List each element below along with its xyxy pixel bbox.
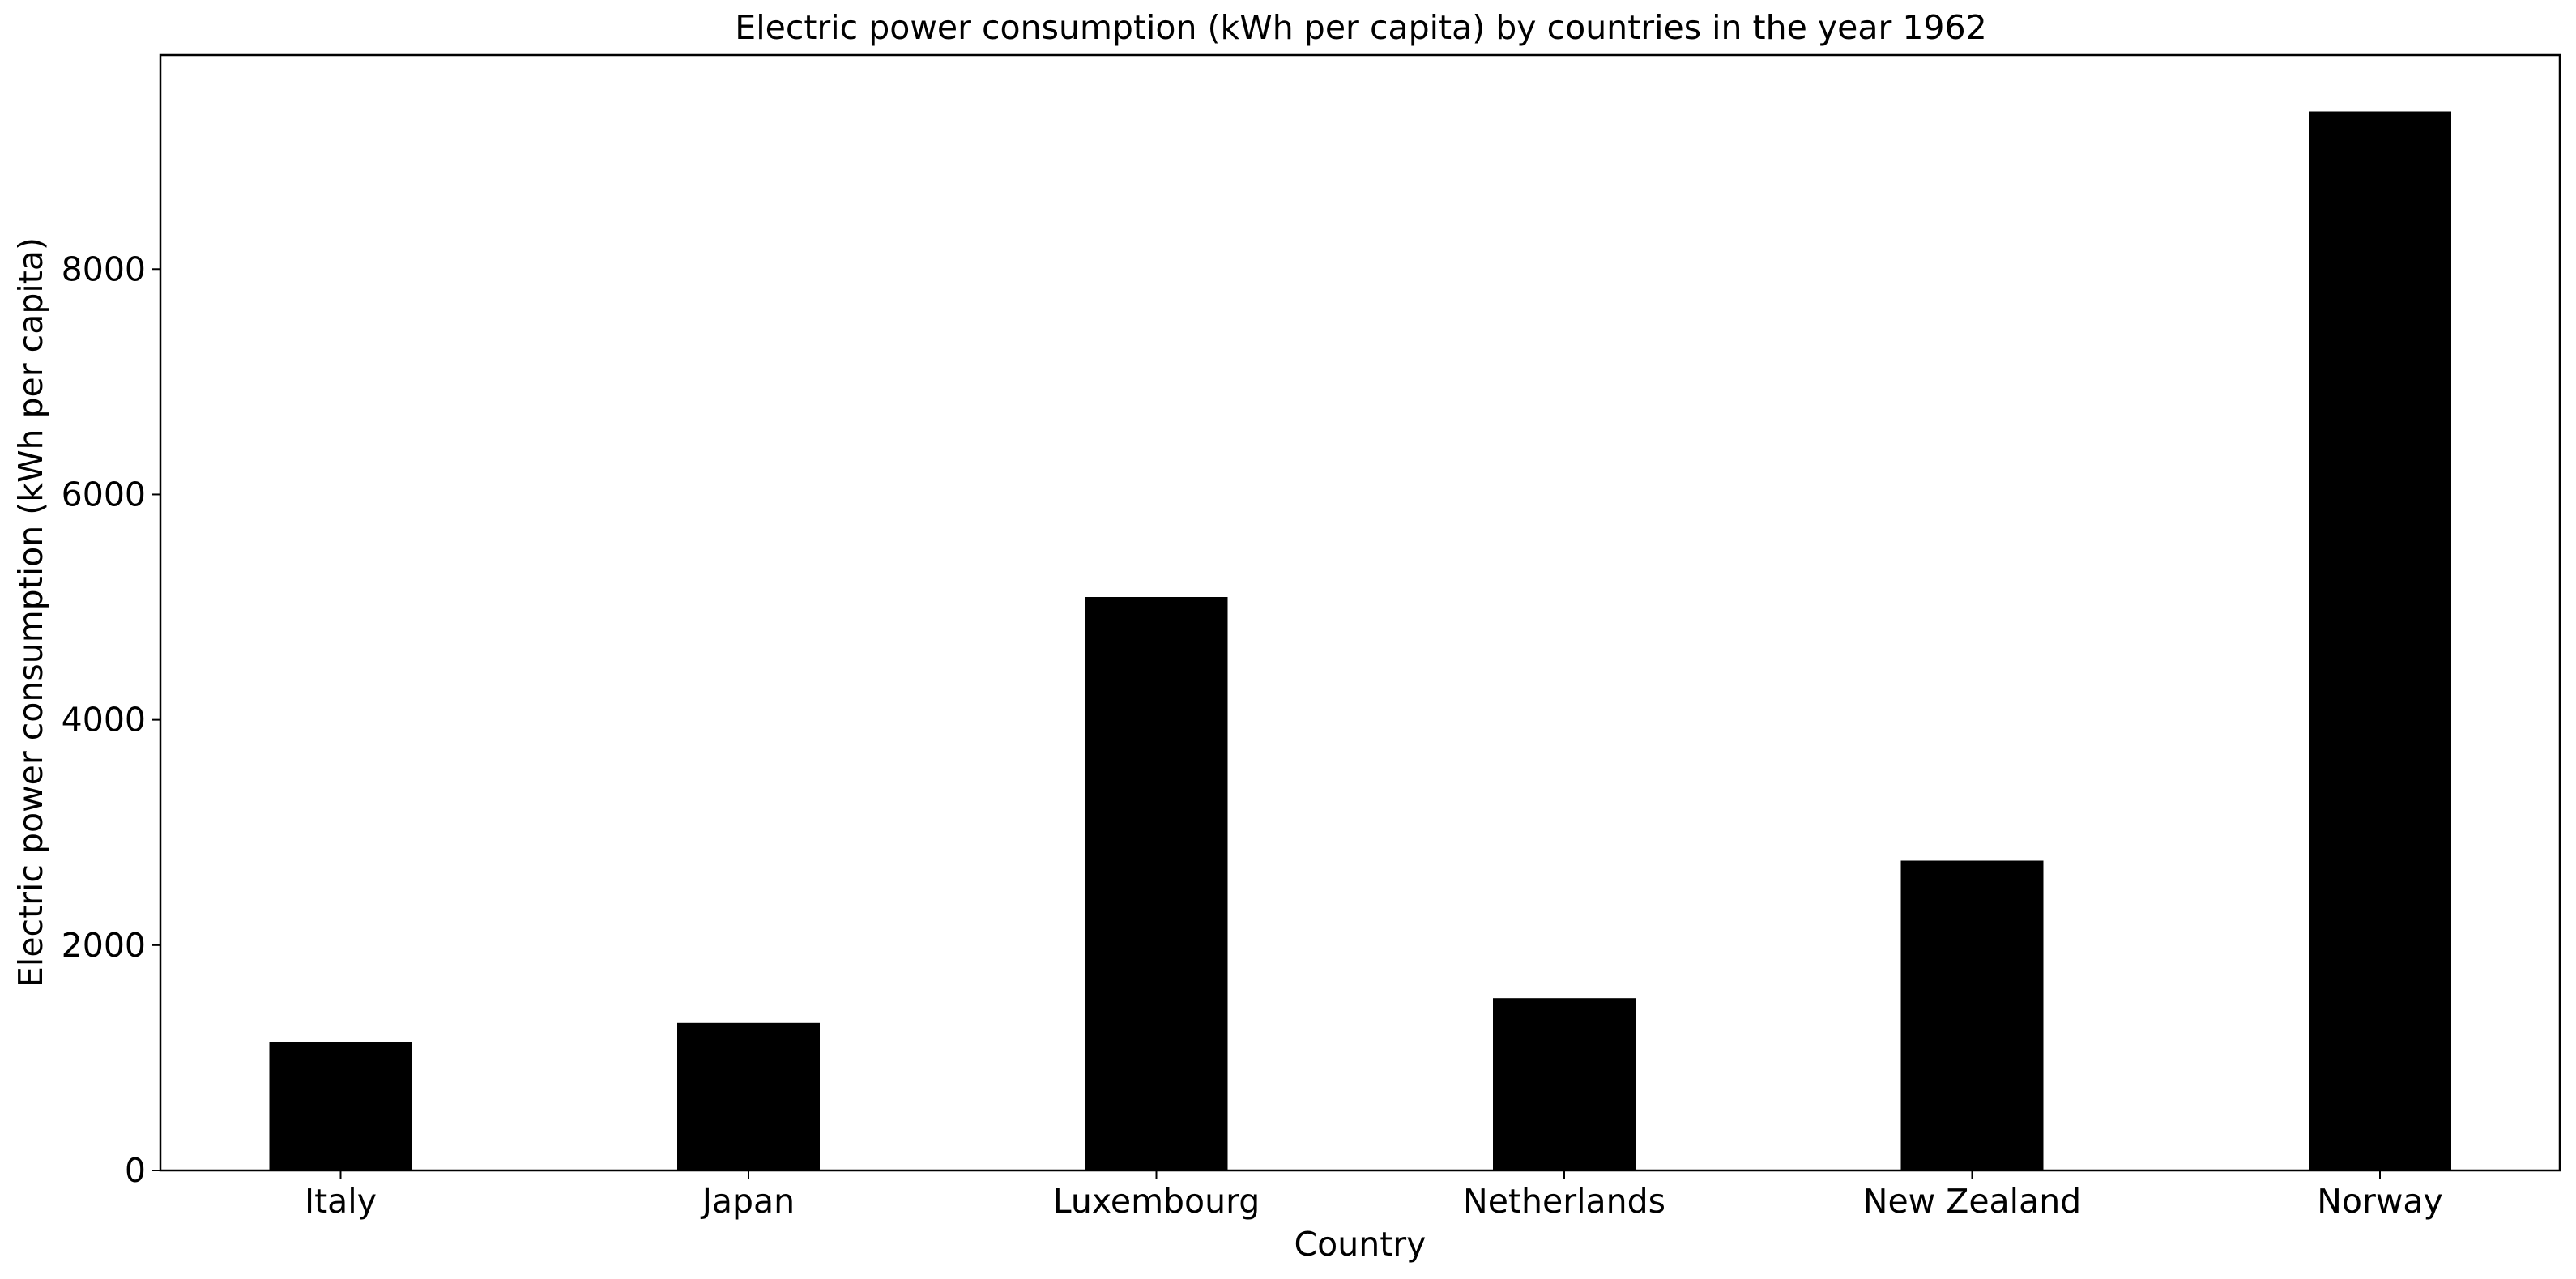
x-tick-label: Japan xyxy=(700,1182,795,1221)
bar-luxembourg xyxy=(1085,597,1228,1170)
bar-japan xyxy=(677,1022,820,1170)
x-tick-label: Netherlands xyxy=(1463,1182,1665,1221)
y-tick-label: 8000 xyxy=(62,249,146,288)
bars-layer xyxy=(269,111,2451,1170)
x-tick-label: Norway xyxy=(2317,1182,2443,1221)
bar-netherlands xyxy=(1493,998,1636,1170)
x-tick-label: New Zealand xyxy=(1863,1182,2081,1221)
x-axis-ticks: Italy Japan Luxembourg Netherlands New Zeala… xyxy=(305,1170,2443,1221)
y-tick-label: 2000 xyxy=(62,926,146,965)
bar-norway xyxy=(2309,111,2451,1170)
y-tick-label: 4000 xyxy=(62,701,146,740)
x-axis-label: Country xyxy=(1294,1225,1427,1264)
bar-italy xyxy=(269,1042,412,1170)
bar-new-zealand xyxy=(1900,860,2044,1170)
y-tick-label: 6000 xyxy=(62,475,146,514)
y-tick-label: 0 xyxy=(125,1151,146,1190)
chart-title: Electric power consumption (kWh per capi… xyxy=(735,8,1986,47)
plot-area-frame xyxy=(159,53,2561,1172)
y-axis-label: Electric power consumption (kWh per capi… xyxy=(11,237,50,987)
x-tick-label: Luxembourg xyxy=(1053,1182,1260,1221)
x-tick-label: Italy xyxy=(305,1182,377,1221)
y-axis-ticks: 0 2000 4000 6000 8000 xyxy=(62,249,160,1190)
